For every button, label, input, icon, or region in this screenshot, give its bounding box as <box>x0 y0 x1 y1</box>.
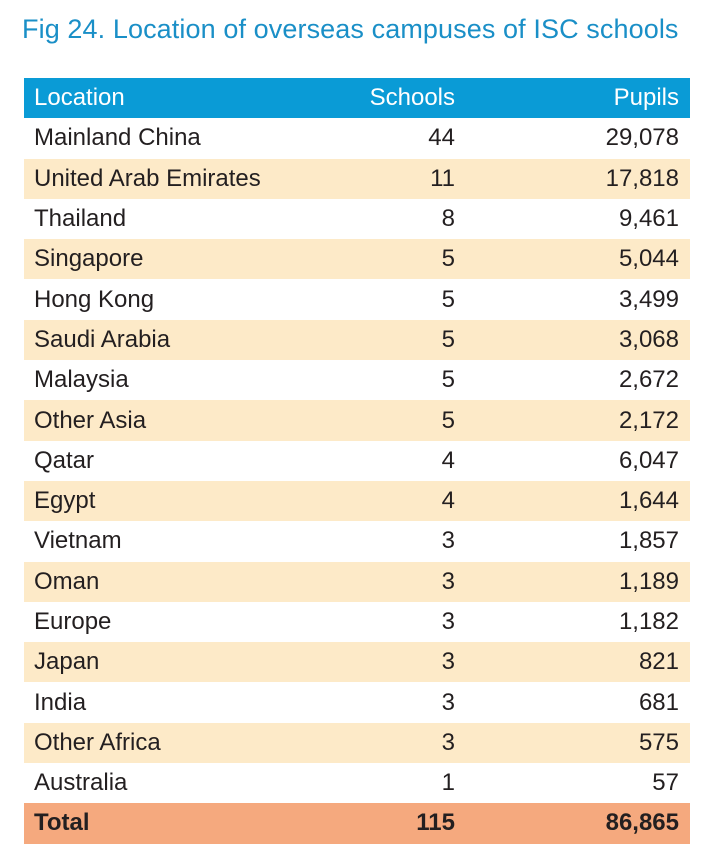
row-location: Singapore <box>34 245 144 273</box>
row-pupils: 5,044 <box>618 245 679 273</box>
total-schools: 115 <box>416 809 455 837</box>
column-header-pupils: Pupils <box>613 84 679 112</box>
table-row: Hong Kong 5 3,499 <box>24 279 690 319</box>
row-location: Hong Kong <box>34 285 155 313</box>
row-location: Vietnam <box>34 527 122 555</box>
table-row: Mainland China 44 29,078 <box>24 118 690 158</box>
table-total-row: Total 115 86,865 <box>24 803 690 844</box>
row-schools: 8 <box>441 205 455 233</box>
row-location: Malaysia <box>34 366 129 394</box>
row-location: Other Asia <box>34 406 147 434</box>
table-row: Other Africa 3 575 <box>24 722 690 764</box>
row-schools: 3 <box>441 608 455 635</box>
row-pupils: 2,672 <box>618 366 679 394</box>
row-pupils: 57 <box>652 769 679 797</box>
row-schools: 3 <box>441 567 455 595</box>
column-header-schools: Schools <box>369 84 455 112</box>
table-row: Singapore 5 5,044 <box>24 239 690 280</box>
table-body: Mainland China 44 29,078 United Arab Emirat… <box>24 118 690 803</box>
row-location: Europe <box>34 608 112 635</box>
schools-table: Location Schools Pupils Mainland China 44… <box>24 78 690 844</box>
row-pupils: 29,078 <box>605 124 679 152</box>
row-pupils: 1,644 <box>618 487 679 515</box>
row-location: Mainland China <box>34 124 201 152</box>
row-pupils: 575 <box>638 728 679 756</box>
row-pupils: 821 <box>638 648 679 676</box>
table-row: Japan 3 821 <box>24 642 690 683</box>
row-pupils: 681 <box>638 688 679 716</box>
row-schools: 5 <box>441 406 455 434</box>
row-location: Japan <box>34 648 100 676</box>
row-location: United Arab Emirates <box>34 164 261 192</box>
table-row: Saudi Arabia 5 3,068 <box>24 319 690 361</box>
row-schools: 11 <box>430 164 455 192</box>
table-header: Location Schools Pupils <box>24 78 690 119</box>
row-pupils: 9,461 <box>618 205 679 233</box>
row-location: Oman <box>34 567 100 595</box>
row-pupils: 2,172 <box>618 406 679 434</box>
row-pupils: 3,068 <box>618 325 679 353</box>
table-row: Europe 3 1,182 <box>24 602 690 642</box>
row-schools: 5 <box>441 366 455 394</box>
table-row: India 3 681 <box>24 682 690 722</box>
row-location: Other Africa <box>34 728 161 756</box>
figure-title: Fig 24. Location of overseas campuses of… <box>22 14 679 44</box>
row-schools: 3 <box>441 688 455 716</box>
row-pupils: 6,047 <box>618 446 679 474</box>
row-schools: 1 <box>441 769 455 797</box>
table-row: United Arab Emirates 11 17,818 <box>24 158 690 199</box>
row-schools: 4 <box>441 487 455 515</box>
row-location: Qatar <box>34 446 95 474</box>
table-row: Malaysia 5 2,672 <box>24 360 690 400</box>
table-row: Other Asia 5 2,172 <box>24 400 690 441</box>
table-row: Egypt 4 1,644 <box>24 480 690 522</box>
total-label: Total <box>34 809 90 837</box>
table-row: Oman 3 1,189 <box>24 561 690 602</box>
row-location: Australia <box>34 769 128 797</box>
row-location: Thailand <box>34 205 127 233</box>
row-schools: 3 <box>441 527 455 555</box>
row-schools: 3 <box>441 728 455 756</box>
column-header-location: Location <box>34 84 125 112</box>
row-location: India <box>34 688 87 716</box>
row-schools: 5 <box>441 245 455 273</box>
table-row: Thailand 8 9,461 <box>24 199 690 239</box>
total-pupils: 86,865 <box>605 809 679 837</box>
row-location: Egypt <box>34 487 96 515</box>
row-schools: 44 <box>428 124 455 152</box>
row-pupils: 3,499 <box>618 285 679 313</box>
row-location: Saudi Arabia <box>34 325 171 353</box>
table-row: Vietnam 3 1,857 <box>24 521 690 561</box>
row-schools: 4 <box>441 446 455 474</box>
row-schools: 5 <box>441 325 455 353</box>
row-schools: 5 <box>441 285 455 313</box>
row-pupils: 17,818 <box>605 164 679 192</box>
table-row: Australia 1 57 <box>24 763 690 803</box>
table-row: Qatar 4 6,047 <box>24 441 690 481</box>
row-schools: 3 <box>441 648 455 676</box>
row-pupils: 1,857 <box>618 527 679 555</box>
row-pupils: 1,189 <box>618 567 679 595</box>
row-pupils: 1,182 <box>618 608 679 635</box>
